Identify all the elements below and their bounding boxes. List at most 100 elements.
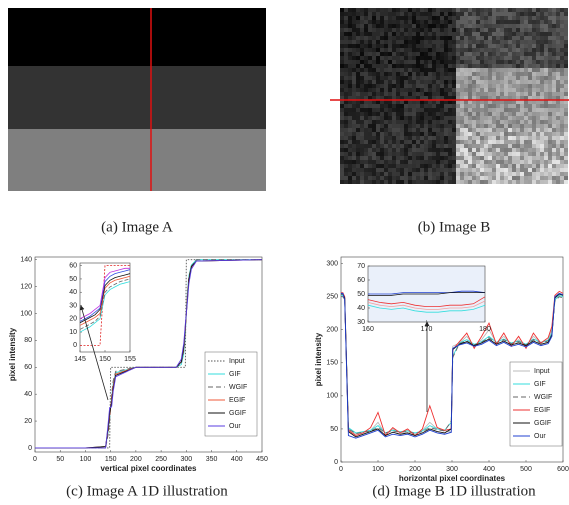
texture-cell (372, 148, 376, 152)
texture-cell (520, 116, 524, 120)
texture-cell (396, 132, 400, 136)
texture-cell (384, 144, 388, 148)
texture-cell (508, 96, 512, 100)
texture-cell (360, 28, 364, 32)
texture-cell (492, 76, 496, 80)
texture-cell (344, 88, 348, 92)
texture-cell (356, 144, 360, 148)
texture-cell (416, 164, 420, 168)
texture-cell (524, 24, 528, 28)
texture-cell (444, 92, 448, 96)
texture-cell (476, 124, 480, 128)
texture-cell (524, 12, 528, 16)
texture-cell (536, 76, 540, 80)
texture-cell (428, 164, 432, 168)
texture-cell (396, 160, 400, 164)
texture-cell (376, 156, 380, 160)
y-tick-label: 30 (69, 302, 77, 309)
texture-cell (384, 132, 388, 136)
texture-cell (340, 164, 344, 168)
texture-cell (460, 16, 464, 20)
texture-cell (524, 140, 528, 144)
texture-cell (372, 132, 376, 136)
texture-cell (552, 176, 556, 180)
texture-cell (376, 8, 380, 12)
texture-cell (376, 112, 380, 116)
texture-cell (368, 52, 372, 56)
texture-cell (380, 144, 384, 148)
texture-cell (384, 8, 388, 12)
texture-cell (440, 24, 444, 28)
texture-cell (560, 124, 564, 128)
texture-cell (380, 84, 384, 88)
texture-cell (552, 100, 556, 104)
texture-cell (444, 80, 448, 84)
texture-cell (436, 44, 440, 48)
texture-cell (504, 12, 508, 16)
texture-cell (532, 160, 536, 164)
texture-cell (496, 132, 500, 136)
texture-cell (428, 128, 432, 132)
texture-cell (428, 168, 432, 172)
texture-cell (492, 144, 496, 148)
texture-cell (544, 144, 548, 148)
texture-cell (428, 84, 432, 88)
texture-cell (364, 16, 368, 20)
texture-cell (408, 84, 412, 88)
texture-cell (540, 160, 544, 164)
texture-cell (384, 24, 388, 28)
texture-cell (500, 88, 504, 92)
texture-cell (540, 112, 544, 116)
texture-cell (368, 76, 372, 80)
texture-cell (380, 72, 384, 76)
texture-cell (392, 120, 396, 124)
texture-cell (428, 56, 432, 60)
texture-cell (516, 100, 520, 104)
texture-cell (376, 160, 380, 164)
texture-cell (480, 28, 484, 32)
texture-cell (468, 160, 472, 164)
texture-cell (508, 172, 512, 176)
texture-cell (416, 144, 420, 148)
texture-cell (452, 24, 456, 28)
texture-cell (508, 32, 512, 36)
texture-cell (420, 176, 424, 180)
texture-cell (536, 84, 540, 88)
texture-cell (508, 144, 512, 148)
series-line (79, 267, 130, 320)
texture-cell (548, 120, 552, 124)
texture-cell (524, 148, 528, 152)
texture-cell (440, 76, 444, 80)
texture-cell (520, 80, 524, 84)
texture-cell (388, 36, 392, 40)
texture-cell (444, 76, 448, 80)
texture-cell (516, 36, 520, 40)
texture-cell (556, 164, 560, 168)
texture-cell (368, 160, 372, 164)
texture-cell (476, 176, 480, 180)
texture-cell (412, 144, 416, 148)
texture-cell (464, 132, 468, 136)
texture-cell (544, 140, 548, 144)
texture-cell (364, 48, 368, 52)
texture-cell (432, 12, 436, 16)
texture-cell (376, 80, 380, 84)
texture-cell (548, 172, 552, 176)
texture-cell (384, 108, 388, 112)
texture-cell (452, 168, 456, 172)
texture-cell (552, 164, 556, 168)
texture-cell (524, 172, 528, 176)
texture-cell (516, 12, 520, 16)
texture-cell (400, 32, 404, 36)
texture-cell (552, 68, 556, 72)
texture-cell (548, 64, 552, 68)
texture-cell (356, 64, 360, 68)
texture-cell (384, 96, 388, 100)
texture-cell (360, 128, 364, 132)
texture-cell (540, 52, 544, 56)
texture-cell (560, 36, 564, 40)
texture-cell (392, 92, 396, 96)
texture-cell (364, 140, 368, 144)
texture-cell (368, 108, 372, 112)
texture-cell (544, 36, 548, 40)
